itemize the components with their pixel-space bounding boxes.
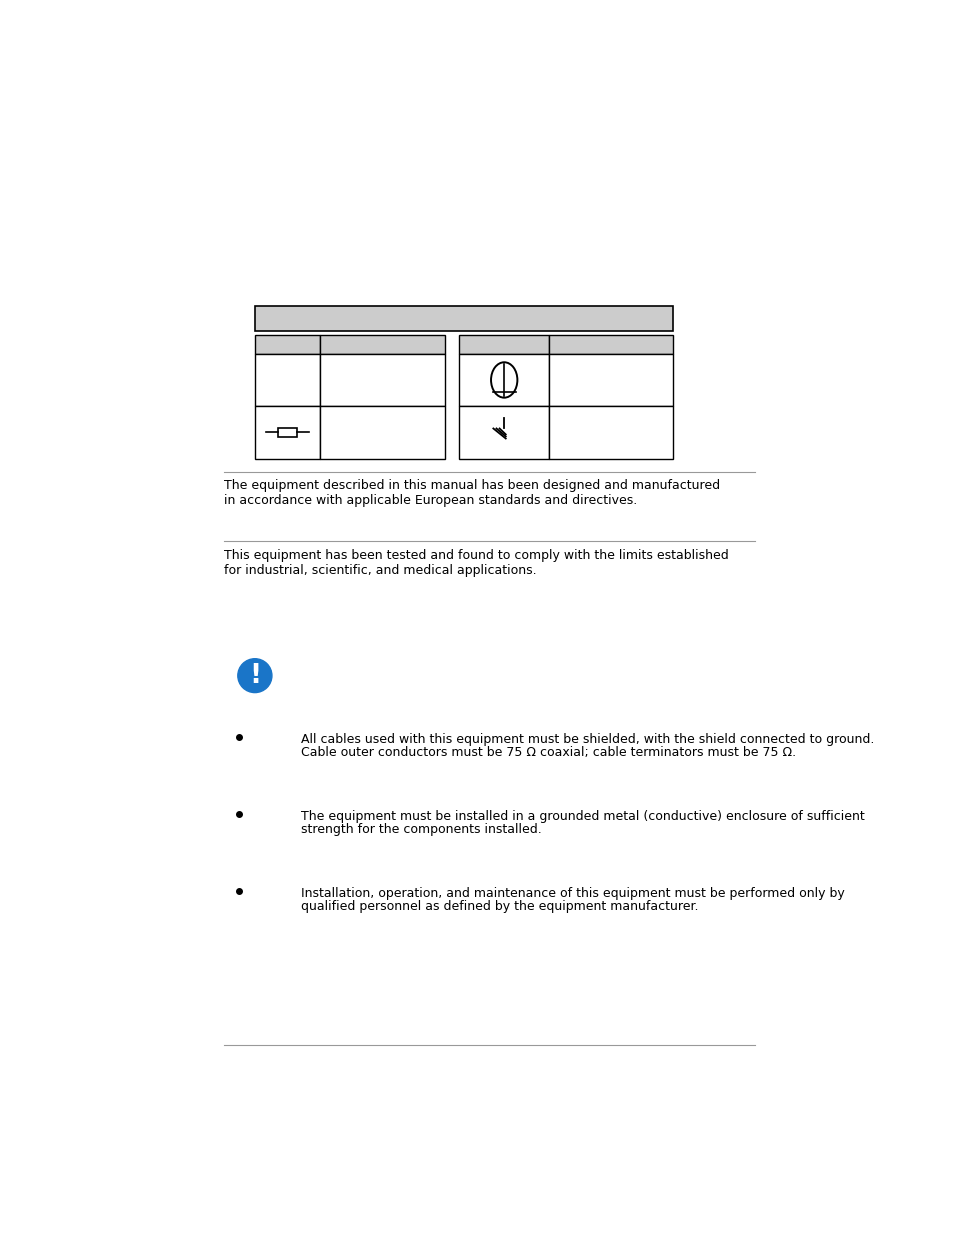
Bar [319, 335, 445, 353]
Bar [458, 406, 549, 458]
Bar [254, 353, 319, 406]
Bar [549, 335, 673, 353]
Text: Installation, operation, and maintenance of this equipment must be performed onl: Installation, operation, and maintenance… [301, 888, 844, 900]
Ellipse shape [491, 362, 517, 398]
Bar [254, 335, 319, 353]
Text: !: ! [249, 663, 261, 689]
Text: qualified personnel as defined by the equipment manufacturer.: qualified personnel as defined by the eq… [301, 900, 699, 913]
Bar [319, 406, 445, 458]
Bar [254, 306, 673, 331]
Text: This equipment has been tested and found to comply with the limits established
f: This equipment has been tested and found… [224, 548, 728, 577]
Text: strength for the components installed.: strength for the components installed. [301, 823, 541, 836]
Text: The equipment must be installed in a grounded metal (conductive) enclosure of su: The equipment must be installed in a gro… [301, 810, 864, 824]
Bar [549, 353, 673, 406]
Bar [458, 353, 549, 406]
Bar [254, 406, 319, 458]
Text: All cables used with this equipment must be shielded, with the shield connected : All cables used with this equipment must… [301, 734, 874, 746]
Circle shape [237, 658, 272, 693]
Text: Cable outer conductors must be 75 Ω coaxial; cable terminators must be 75 Ω.: Cable outer conductors must be 75 Ω coax… [301, 746, 796, 758]
Bar [458, 335, 549, 353]
Bar [319, 353, 445, 406]
Text: The equipment described in this manual has been designed and manufactured
in acc: The equipment described in this manual h… [224, 479, 720, 508]
Bar [277, 427, 296, 437]
Bar [549, 406, 673, 458]
